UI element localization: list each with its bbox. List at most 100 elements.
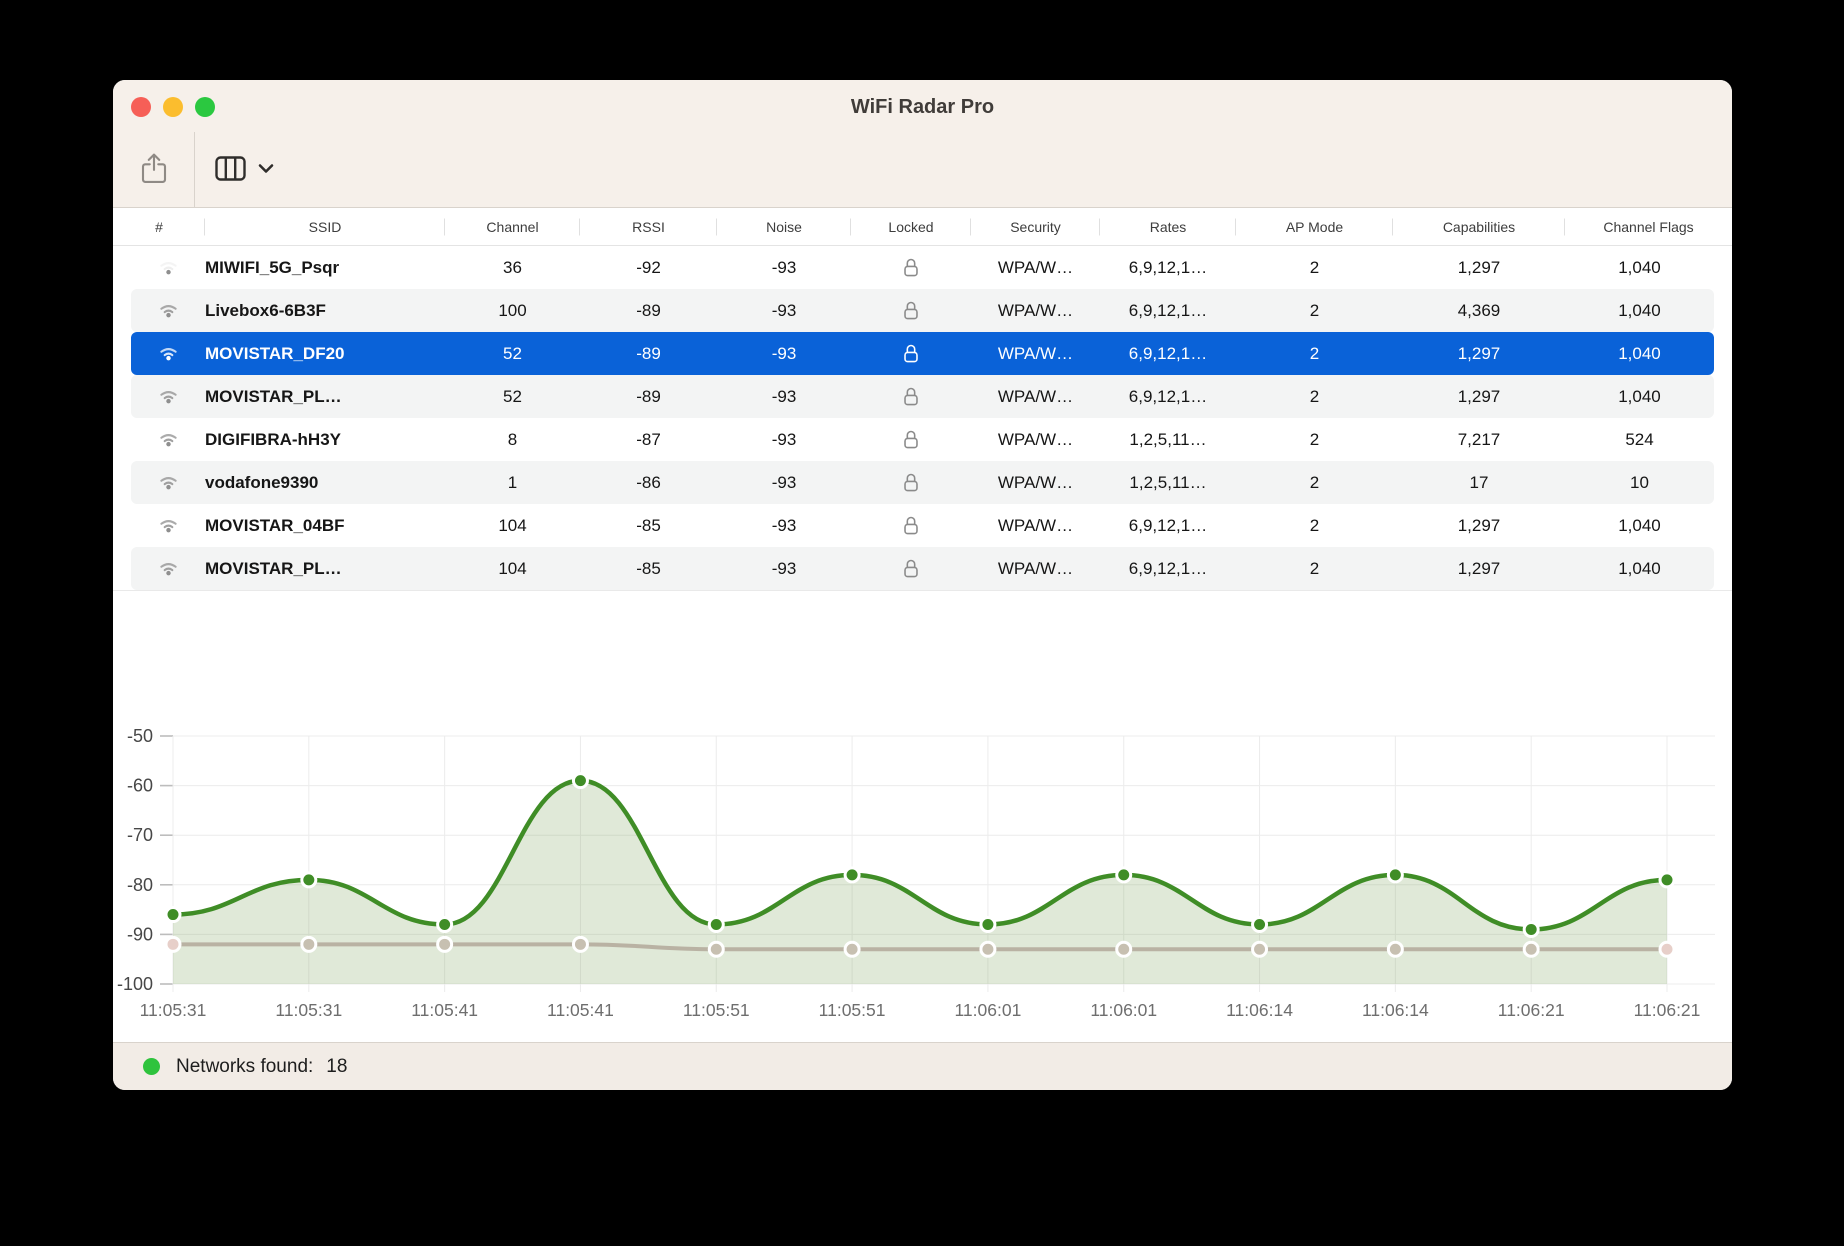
column-view-button[interactable] — [215, 155, 274, 184]
capabilities-cell: 1,297 — [1457, 343, 1501, 363]
lock-icon — [904, 430, 918, 449]
minimize-window-button[interactable] — [163, 97, 183, 117]
rssi-cell: -92 — [636, 257, 661, 277]
networks-found-label: Networks found: — [176, 1055, 314, 1077]
noise-cell: -93 — [771, 472, 797, 492]
column-header-rssi[interactable]: RSSI — [580, 208, 717, 245]
security-cell: WPA/W… — [997, 472, 1074, 492]
table-row[interactable]: MOVISTAR_PL… 52 -89 -93 WPA/W… 6,9,12,1… 2 1,2… — [131, 375, 1714, 418]
table-row[interactable]: Livebox6-6B3F 100 -89 -93 WPA/W… 6,9,12,1… 2 4… — [131, 289, 1714, 332]
lock-icon — [904, 344, 918, 363]
table-row[interactable]: DIGIFIBRA-hH3Y 8 -87 -93 WPA/W… 1,2,5,11… 2 7,… — [131, 418, 1714, 461]
noise-cell: -93 — [771, 257, 797, 277]
column-header-ap-mode[interactable]: AP Mode — [1236, 208, 1393, 245]
table-row[interactable]: MIWIFI_5G_Psqr 36 -92 -93 WPA/W… 6,9,12,1… 2 1… — [131, 246, 1714, 289]
ap-mode-cell: 2 — [1309, 429, 1320, 449]
security-cell: WPA/W… — [997, 257, 1074, 277]
channel-cell: 36 — [503, 257, 522, 277]
table-row[interactable]: vodafone9390 1 -86 -93 WPA/W… 1,2,5,11… 2 17 10 — [131, 461, 1714, 504]
noise-cell: -93 — [771, 429, 797, 449]
lock-icon — [904, 473, 918, 492]
networks-found-count: 18 — [326, 1055, 348, 1077]
noise-cell: -93 — [771, 300, 797, 320]
svg-text:-90: -90 — [127, 924, 153, 944]
wifi-signal-icon — [159, 348, 177, 361]
toolbar-divider — [194, 132, 195, 207]
noise-cell: -93 — [771, 386, 797, 406]
wifi-signal-icon — [159, 391, 177, 404]
column-header-locked[interactable]: Locked — [851, 208, 971, 245]
locked-cell — [851, 257, 971, 278]
svg-text:11:05:51: 11:05:51 — [819, 1000, 886, 1020]
signal-cell — [131, 518, 205, 533]
security-cell: WPA/W… — [997, 343, 1074, 363]
svg-text:-100: -100 — [117, 974, 153, 994]
capabilities-cell: 17 — [1469, 472, 1489, 492]
fullscreen-window-button[interactable] — [195, 97, 215, 117]
rates-cell: 6,9,12,1… — [1128, 386, 1208, 406]
toolbar — [113, 132, 1732, 208]
locked-cell — [851, 300, 971, 321]
lock-icon — [904, 559, 918, 578]
channel-cell: 104 — [498, 558, 527, 578]
svg-text:11:06:01: 11:06:01 — [954, 1000, 1021, 1020]
signal-cell — [131, 432, 205, 447]
network-table: MIWIFI_5G_Psqr 36 -92 -93 WPA/W… 6,9,12,1… 2 1… — [113, 246, 1732, 591]
status-bar: Networks found: 18 — [113, 1042, 1732, 1090]
security-cell: WPA/W… — [997, 300, 1074, 320]
rssi-cell: -89 — [636, 300, 661, 320]
close-window-button[interactable] — [131, 97, 151, 117]
chart-canvas: -50 -60 -70 -80 -90 -100 11:05:31 11:05:31 11:05… — [117, 726, 1715, 1020]
svg-text:11:06:21: 11:06:21 — [1634, 1000, 1701, 1020]
channel-cell: 52 — [503, 343, 522, 363]
column-header-ssid[interactable]: SSID — [205, 208, 445, 245]
share-button[interactable] — [139, 151, 169, 188]
column-header-rates[interactable]: Rates — [1100, 208, 1236, 245]
rssi-cell: -89 — [636, 343, 661, 363]
lock-icon — [904, 387, 918, 406]
column-header-channel-flags[interactable]: Channel Flags — [1603, 218, 1694, 235]
ap-mode-cell: 2 — [1309, 472, 1320, 492]
table-row[interactable]: MOVISTAR_DF20 52 -89 -93 WPA/W… 6,9,12,1… 2 1,… — [131, 332, 1714, 375]
noise-cell: -93 — [771, 558, 797, 578]
channel-cell: 104 — [498, 515, 527, 535]
ssid-cell: vodafone9390 — [205, 472, 319, 492]
column-header-channel[interactable]: Channel — [445, 208, 580, 245]
channel-cell: 8 — [507, 429, 518, 449]
rates-cell: 1,2,5,11… — [1129, 429, 1207, 449]
channel-flags-cell: 1,040 — [1618, 558, 1661, 578]
signal-cell — [131, 475, 205, 490]
column-header-[interactable]: # — [113, 208, 205, 245]
rssi-cell: -89 — [636, 386, 661, 406]
share-icon — [139, 151, 169, 188]
rates-cell: 6,9,12,1… — [1128, 300, 1208, 320]
svg-text:11:05:41: 11:05:41 — [411, 1000, 478, 1020]
ap-mode-cell: 2 — [1309, 300, 1320, 320]
table-row[interactable]: MOVISTAR_04BF 104 -85 -93 WPA/W… 6,9,12,1… 2 1… — [131, 504, 1714, 547]
column-header-capabilities[interactable]: Capabilities — [1393, 208, 1565, 245]
svg-text:-60: -60 — [127, 776, 153, 796]
columns-icon — [215, 155, 246, 184]
column-header-noise[interactable]: Noise — [717, 208, 851, 245]
security-cell: WPA/W… — [997, 429, 1074, 449]
window-title: WiFi Radar Pro — [850, 96, 995, 118]
column-header-security[interactable]: Security — [971, 208, 1100, 245]
capabilities-cell: 4,369 — [1457, 300, 1501, 320]
ap-mode-cell: 2 — [1309, 558, 1320, 578]
channel-cell: 1 — [507, 472, 518, 492]
chevron-down-icon — [258, 162, 274, 177]
svg-text:11:05:31: 11:05:31 — [275, 1000, 342, 1020]
table-row[interactable]: MOVISTAR_PL… 104 -85 -93 WPA/W… 6,9,12,1… 2 1,… — [131, 547, 1714, 590]
svg-text:11:05:41: 11:05:41 — [547, 1000, 614, 1020]
svg-text:11:06:14: 11:06:14 — [1226, 1000, 1293, 1020]
ssid-cell: MIWIFI_5G_Psqr — [205, 257, 340, 277]
ap-mode-cell: 2 — [1309, 386, 1320, 406]
capabilities-cell: 1,297 — [1457, 257, 1501, 277]
wifi-signal-icon — [159, 262, 177, 275]
signal-cell — [131, 561, 205, 576]
security-cell: WPA/W… — [997, 386, 1074, 406]
channel-flags-cell: 1,040 — [1618, 257, 1661, 277]
security-cell: WPA/W… — [997, 515, 1074, 535]
rates-cell: 1,2,5,11… — [1129, 472, 1207, 492]
lock-icon — [904, 258, 918, 277]
